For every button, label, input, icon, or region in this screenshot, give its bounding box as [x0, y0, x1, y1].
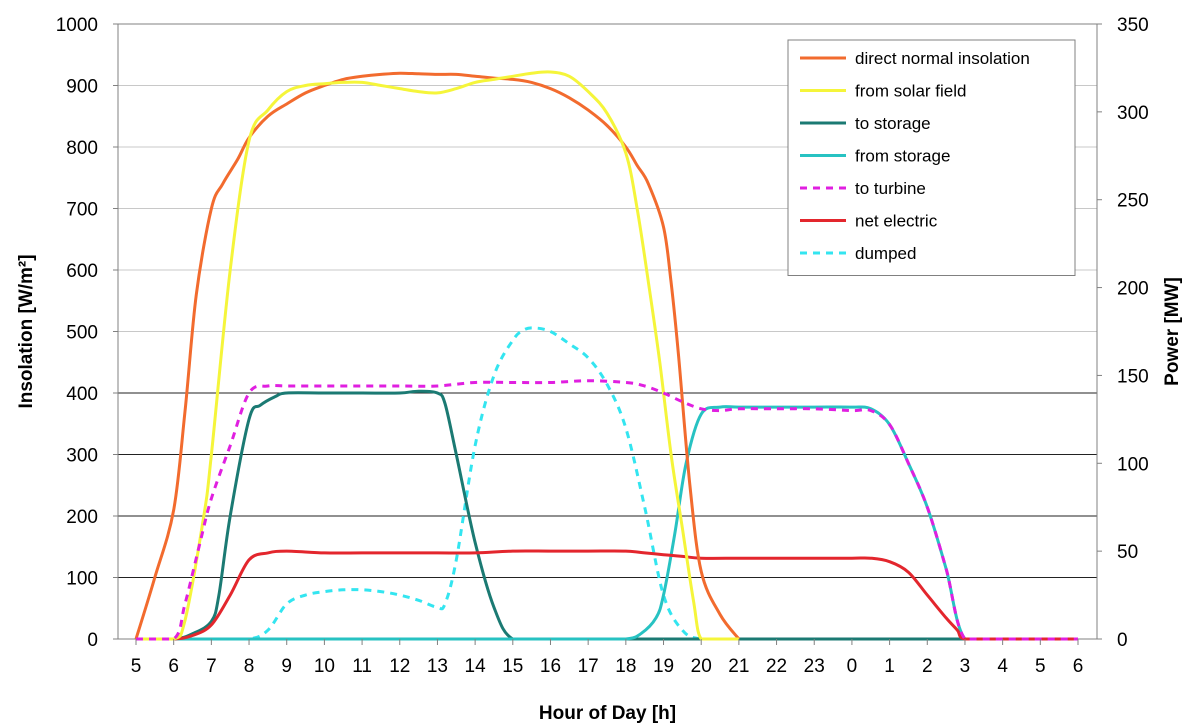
y-left-tick-label: 500	[66, 323, 98, 344]
y-left-tick-label: 800	[66, 138, 98, 159]
x-tick-label: 11	[352, 656, 372, 677]
y-left-tick-label: 900	[66, 77, 98, 98]
x-tick-label: 17	[578, 656, 599, 677]
x-tick-label: 6	[1073, 656, 1084, 677]
x-tick-label: 0	[847, 656, 858, 677]
x-tick-label: 5	[1035, 656, 1046, 677]
y-left-tick-label: 200	[66, 507, 98, 528]
left-axis-ticks: 0 100 200 300 400 500 600 700 800 900 1000	[56, 15, 118, 651]
x-tick-label: 14	[465, 656, 487, 677]
x-tick-label: 12	[389, 656, 410, 677]
series-line-direct-normal-insolation	[134, 71, 741, 640]
y-axis-left-title: Insolation [W/m²]	[16, 254, 37, 408]
x-tick-label: 21	[728, 656, 749, 677]
x-tick-label: 1	[884, 656, 895, 677]
y-right-tick-label: 100	[1117, 454, 1149, 475]
x-tick-label: 15	[502, 656, 523, 677]
y-right-tick-label: 350	[1117, 15, 1149, 36]
legend-label: to storage	[855, 114, 931, 133]
legend-label: direct normal insolation	[855, 49, 1030, 68]
x-tick-label: 16	[540, 656, 561, 677]
y-left-tick-label: 100	[66, 569, 98, 590]
right-axis-ticks: 0 50 100 150 200 250 300 350	[1097, 15, 1149, 651]
y-left-tick-label: 400	[66, 384, 98, 405]
x-tick-label: 9	[281, 656, 292, 677]
y-right-tick-label: 200	[1117, 279, 1149, 300]
x-tick-label: 22	[766, 656, 787, 677]
x-tick-label: 23	[804, 656, 825, 677]
x-tick-label: 5	[131, 656, 142, 677]
x-axis-ticks: 5 6 7 8 9 10 11 12 13 14 15 16 17 18 19 20 21 22 23 0 1 2 3 4 5 6	[131, 639, 1084, 677]
legend: direct normal insolation from solar field…	[787, 39, 1076, 276]
y-right-tick-label: 0	[1117, 630, 1128, 651]
x-tick-label: 20	[691, 656, 712, 677]
y-left-tick-label: 700	[66, 200, 98, 221]
y-axis-right-title: Power [MW]	[1162, 277, 1183, 386]
series-line-to-turbine	[135, 379, 1078, 641]
y-left-tick-label: 0	[87, 630, 98, 651]
legend-label: dumped	[855, 244, 916, 263]
x-tick-label: 10	[314, 656, 335, 677]
y-left-tick-label: 1000	[56, 15, 98, 36]
y-right-tick-label: 50	[1117, 542, 1138, 563]
x-tick-label: 4	[997, 656, 1008, 677]
y-left-tick-label: 600	[66, 261, 98, 282]
legend-label: net electric	[855, 212, 938, 231]
series-line-to-storage	[135, 389, 1078, 641]
y-right-tick-label: 250	[1117, 191, 1149, 212]
x-axis-title: Hour of Day [h]	[539, 703, 676, 724]
x-tick-label: 7	[206, 656, 217, 677]
x-tick-label: 3	[960, 656, 971, 677]
legend-label: from solar field	[855, 82, 966, 101]
legend-box	[787, 39, 1076, 276]
series-line-net-electric	[135, 549, 1078, 641]
x-tick-label: 19	[653, 656, 674, 677]
series-line-from-solar-field	[135, 70, 739, 641]
y-left-tick-label: 300	[66, 446, 98, 467]
x-tick-label: 13	[427, 656, 448, 677]
y-right-tick-label: 300	[1117, 103, 1149, 124]
legend-label: to turbine	[855, 179, 926, 198]
x-tick-label: 8	[244, 656, 255, 677]
y-right-tick-label: 150	[1117, 366, 1149, 387]
x-tick-label: 6	[168, 656, 179, 677]
legend-label: from storage	[855, 147, 950, 166]
x-tick-label: 2	[922, 656, 933, 677]
x-tick-label: 18	[615, 656, 636, 677]
